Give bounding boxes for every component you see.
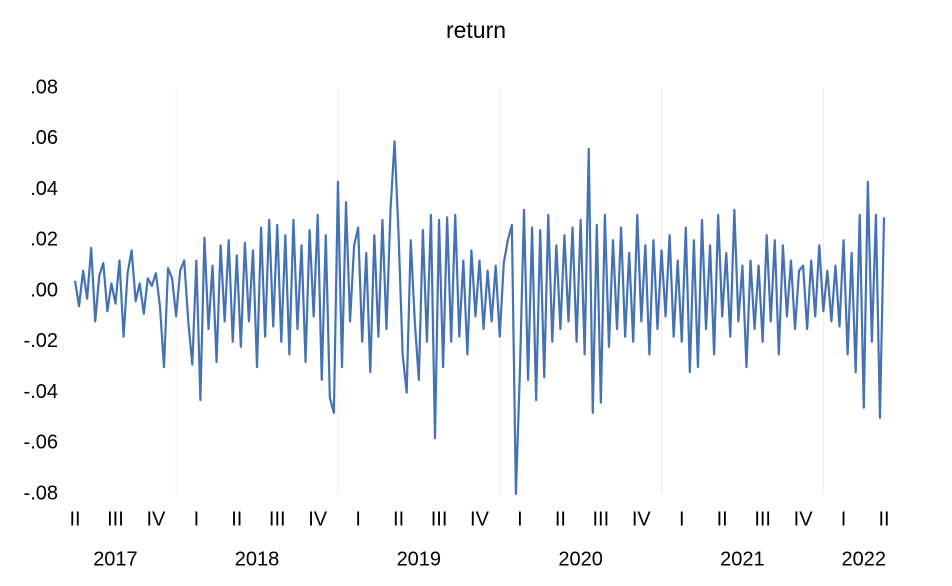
x-tick-label: I: [841, 508, 847, 530]
x-tick-label: III: [269, 508, 286, 530]
year-label: 2020: [558, 548, 603, 570]
year-label: 2019: [397, 548, 442, 570]
x-tick-label: III: [107, 508, 124, 530]
x-tick-label: II: [69, 508, 80, 530]
x-tick-label: II: [393, 508, 404, 530]
x-tick-label: II: [717, 508, 728, 530]
x-tick-label: I: [194, 508, 200, 530]
x-tick-label: II: [878, 508, 889, 530]
x-tick-label: I: [355, 508, 361, 530]
chart-title: return: [446, 17, 506, 43]
x-tick-label: IV: [308, 508, 328, 530]
year-label: 2022: [842, 548, 887, 570]
x-tick-label: IV: [794, 508, 814, 530]
x-tick-label: III: [593, 508, 610, 530]
year-label: 2018: [235, 548, 280, 570]
y-tick-label: -.02: [24, 330, 58, 352]
x-tick-label: II: [231, 508, 242, 530]
data-line: [73, 140, 886, 496]
y-tick-label: .06: [30, 127, 58, 149]
y-tick-label: -.08: [24, 482, 58, 504]
year-label: 2017: [93, 548, 138, 570]
y-tick-label: .08: [30, 76, 58, 98]
y-tick-label: .00: [30, 279, 58, 301]
x-tick-label: IV: [632, 508, 652, 530]
year-label: 2021: [720, 548, 765, 570]
y-tick-label: .04: [30, 178, 58, 200]
x-tick-label: I: [679, 508, 685, 530]
x-tick-label: III: [431, 508, 448, 530]
y-tick-label: -.04: [24, 381, 58, 403]
x-tick-label: III: [754, 508, 771, 530]
x-tick-label: II: [555, 508, 566, 530]
x-tick-label: I: [517, 508, 523, 530]
y-tick-label: -.06: [24, 432, 58, 454]
x-tick-label: IV: [146, 508, 166, 530]
y-tick-label: .02: [30, 229, 58, 251]
x-tick-label: IV: [470, 508, 490, 530]
